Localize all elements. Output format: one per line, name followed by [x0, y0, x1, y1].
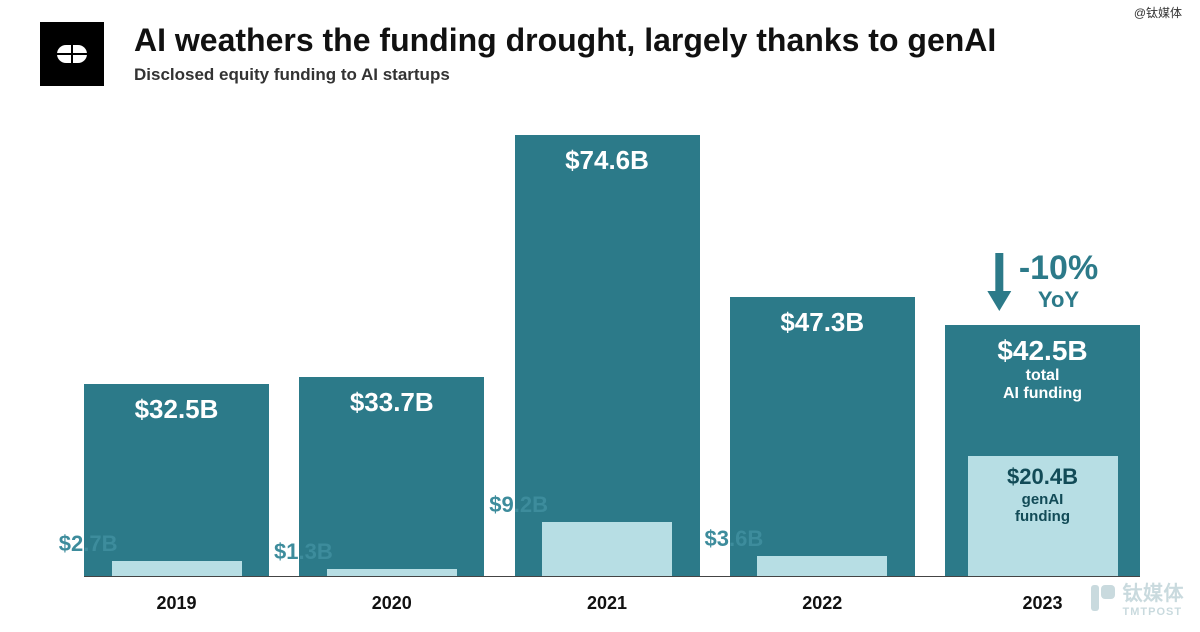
bar-genai — [757, 556, 887, 577]
bar-genai — [542, 522, 672, 577]
bar-total-value: $33.7B — [299, 387, 484, 418]
bar-genai-caption: genAIfunding — [1015, 492, 1070, 525]
bar-total: $42.5BtotalAI funding $20.4BgenAIfunding — [945, 325, 1140, 577]
watermark-en: TMTPOST — [1123, 606, 1185, 618]
x-axis-label: 2019 — [84, 593, 269, 614]
bar-total-caption: totalAI funding — [945, 367, 1140, 404]
source-credit: @钛媒体 — [1134, 4, 1182, 21]
watermark-cn: 钛媒体 — [1123, 577, 1185, 606]
bar-total-value: $32.5B — [84, 394, 269, 425]
chart-subtitle: Disclosed equity funding to AI startups — [134, 65, 996, 85]
chart-title: AI weathers the funding drought, largely… — [134, 22, 996, 59]
bar-genai-value: $2.7B — [59, 531, 118, 557]
bar-slot: $47.3B$3.6B — [730, 135, 915, 577]
down-arrow-icon — [987, 253, 1011, 311]
bar-total-value: $42.5B — [945, 335, 1140, 367]
x-axis-label: 2020 — [299, 593, 484, 614]
watermark-icon — [1087, 583, 1117, 613]
bar-total-value: $47.3B — [730, 307, 915, 338]
watermark: 钛媒体 TMTPOST — [1087, 577, 1185, 618]
yoy-value: -10% — [1019, 251, 1098, 287]
bar-slot: -10%YoY $42.5BtotalAI funding $20.4BgenAIf… — [945, 135, 1140, 577]
x-axis-label: 2021 — [515, 593, 700, 614]
bar-total: $33.7B$1.3B — [299, 377, 484, 577]
cb-logo — [40, 22, 104, 86]
x-axis-labels: 20192020202120222023 — [84, 593, 1140, 614]
bar-total-value: $74.6B — [515, 145, 700, 176]
bar-slot: $32.5B$2.7B — [84, 135, 269, 577]
header: AI weathers the funding drought, largely… — [40, 22, 1160, 86]
bar-slot: $33.7B$1.3B — [299, 135, 484, 577]
bar-total: $74.6B$9.2B — [515, 135, 700, 577]
cb-logo-icon — [54, 36, 90, 72]
bar-genai-value: $20.4B — [1007, 464, 1078, 490]
bar-genai-value: $9.2B — [489, 492, 548, 518]
yoy-label: YoY — [1019, 287, 1098, 313]
bar-genai-value: $3.6B — [705, 526, 764, 552]
yoy-callout: -10%YoY — [987, 251, 1098, 313]
x-axis-label: 2022 — [730, 593, 915, 614]
x-axis-baseline — [84, 576, 1140, 577]
bar-total: $32.5B$2.7B — [84, 384, 269, 577]
bar-slot: $74.6B$9.2B — [515, 135, 700, 577]
bar-genai — [112, 561, 242, 577]
bar-genai: $20.4BgenAIfunding — [968, 456, 1118, 577]
bar-total: $47.3B$3.6B — [730, 297, 915, 577]
bar-genai-value: $1.3B — [274, 539, 333, 565]
chart-plot-area: $32.5B$2.7B$33.7B$1.3B$74.6B$9.2B$47.3B$… — [84, 135, 1140, 577]
